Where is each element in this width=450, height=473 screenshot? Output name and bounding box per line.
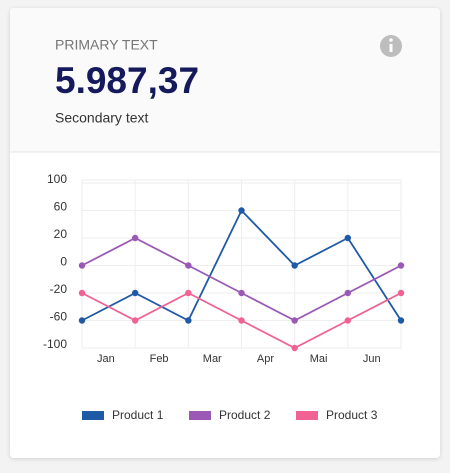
y-tick-label: 0 xyxy=(60,255,67,269)
data-point xyxy=(397,289,405,297)
legend-label: Product 3 xyxy=(326,408,378,422)
x-tick-label: Jun xyxy=(363,353,381,365)
data-point xyxy=(131,289,139,297)
data-point xyxy=(238,289,245,297)
data-point xyxy=(344,317,352,324)
x-tick-label: Jan xyxy=(97,353,115,365)
legend-swatch xyxy=(82,411,104,420)
data-point xyxy=(291,262,298,269)
x-tick-label: Apr xyxy=(257,353,274,365)
data-point xyxy=(78,262,86,269)
value: 5.987,37 xyxy=(55,60,199,101)
data-point xyxy=(185,289,192,297)
data-point xyxy=(238,207,245,214)
card-header xyxy=(10,8,440,152)
y-tick-label: 20 xyxy=(54,227,68,241)
info-icon[interactable] xyxy=(380,35,402,57)
primary-text: PRIMARY TEXT xyxy=(55,37,158,53)
y-tick-label: -100 xyxy=(43,337,67,351)
legend-label: Product 2 xyxy=(219,408,271,422)
data-point xyxy=(291,317,298,324)
data-point xyxy=(185,262,192,269)
data-point xyxy=(131,317,139,324)
data-point xyxy=(185,317,192,324)
x-tick-label: Mai xyxy=(310,353,328,365)
data-point xyxy=(291,344,298,352)
data-point xyxy=(78,317,86,324)
info-bar[interactable] xyxy=(389,44,393,52)
legend-swatch xyxy=(296,411,318,420)
data-point xyxy=(238,317,245,324)
data-point xyxy=(344,289,352,297)
x-tick-label: Mar xyxy=(203,353,222,365)
legend-label: Product 1 xyxy=(112,408,164,422)
data-point xyxy=(131,234,139,242)
y-tick-label: -20 xyxy=(50,282,68,296)
legend-swatch xyxy=(189,411,211,420)
data-point xyxy=(397,262,405,269)
secondary-text: Secondary text xyxy=(55,110,148,126)
data-point xyxy=(397,317,405,324)
info-dot[interactable] xyxy=(389,38,393,42)
y-tick-label: -60 xyxy=(50,310,68,324)
data-point xyxy=(78,289,86,297)
y-tick-label: 60 xyxy=(54,200,68,214)
x-tick-label: Feb xyxy=(150,353,169,365)
data-point xyxy=(344,234,352,242)
y-tick-label: 100 xyxy=(47,172,67,186)
